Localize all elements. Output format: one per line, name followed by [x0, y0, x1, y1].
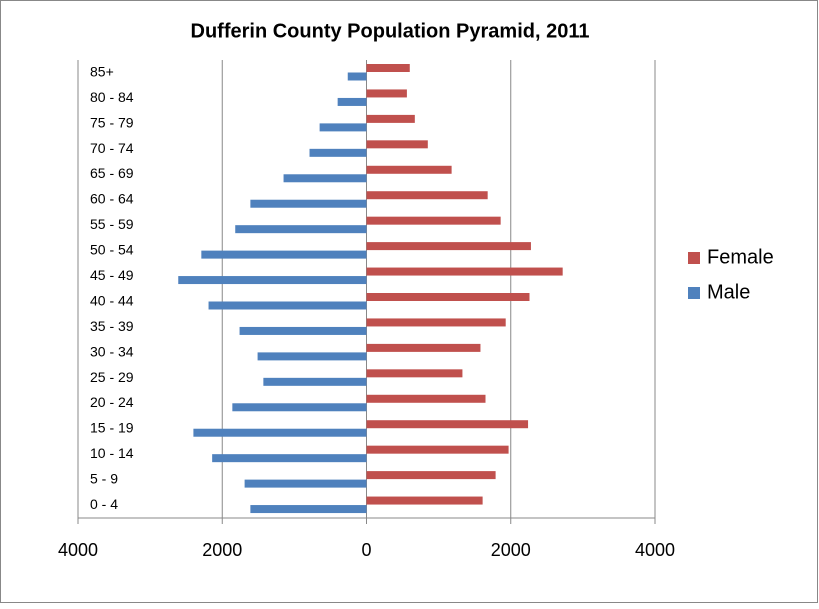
bar: [239, 326, 367, 335]
bar: [366, 420, 529, 429]
bar: [366, 140, 428, 149]
x-tick-label: 4000: [635, 540, 675, 560]
bar: [250, 199, 367, 208]
category-label: 25 - 29: [90, 369, 134, 385]
legend-label: Male: [707, 281, 750, 303]
bar: [309, 148, 367, 157]
category-label: 55 - 59: [90, 216, 134, 232]
bar: [366, 165, 452, 174]
category-label: 15 - 19: [90, 420, 134, 436]
bar: [366, 394, 486, 403]
bar: [366, 471, 496, 480]
bar: [347, 72, 367, 81]
bar: [208, 301, 367, 310]
bar: [366, 369, 463, 378]
bar: [232, 403, 367, 412]
bar: [366, 343, 481, 352]
category-label: 75 - 79: [90, 114, 134, 130]
category-label: 0 - 4: [90, 496, 118, 512]
x-tick-label: 4000: [58, 540, 98, 560]
bar: [366, 89, 407, 98]
bar: [212, 454, 367, 463]
category-label: 5 - 9: [90, 471, 118, 487]
category-label: 10 - 14: [90, 445, 134, 461]
bar: [366, 114, 415, 123]
bar: [337, 97, 367, 106]
category-label: 85+: [90, 63, 114, 79]
bar: [201, 250, 367, 259]
bar: [178, 276, 367, 285]
category-label: 30 - 34: [90, 343, 134, 359]
legend-label: Female: [707, 246, 774, 268]
bar: [366, 191, 488, 200]
bar: [366, 293, 530, 301]
x-tick-label: 2000: [491, 540, 531, 560]
bar: [235, 225, 367, 234]
bar: [257, 352, 367, 361]
category-label: 20 - 24: [90, 394, 134, 410]
category-label: 40 - 44: [90, 292, 134, 308]
legend-swatch: [688, 287, 700, 299]
x-tick-label: 2000: [202, 540, 242, 560]
bar: [244, 479, 367, 488]
bar: [366, 445, 509, 454]
category-label: 70 - 74: [90, 140, 134, 156]
bar: [319, 123, 367, 132]
legend-swatch: [688, 252, 700, 264]
bar: [263, 377, 367, 386]
category-label: 80 - 84: [90, 89, 134, 105]
category-label: 65 - 69: [90, 165, 134, 181]
bar: [250, 505, 367, 514]
bar: [283, 174, 367, 183]
bar: [366, 216, 501, 225]
x-tick-label: 0: [361, 540, 371, 560]
bar: [366, 64, 410, 72]
bar: [366, 267, 563, 276]
chart-title: Dufferin County Population Pyramid, 2011: [191, 20, 590, 42]
category-label: 35 - 39: [90, 318, 134, 334]
category-label: 50 - 54: [90, 242, 134, 258]
category-label: 45 - 49: [90, 267, 134, 283]
bar: [366, 496, 483, 505]
category-label: 60 - 64: [90, 191, 134, 207]
bar: [366, 242, 531, 251]
bar: [193, 428, 367, 437]
bar: [366, 318, 506, 327]
